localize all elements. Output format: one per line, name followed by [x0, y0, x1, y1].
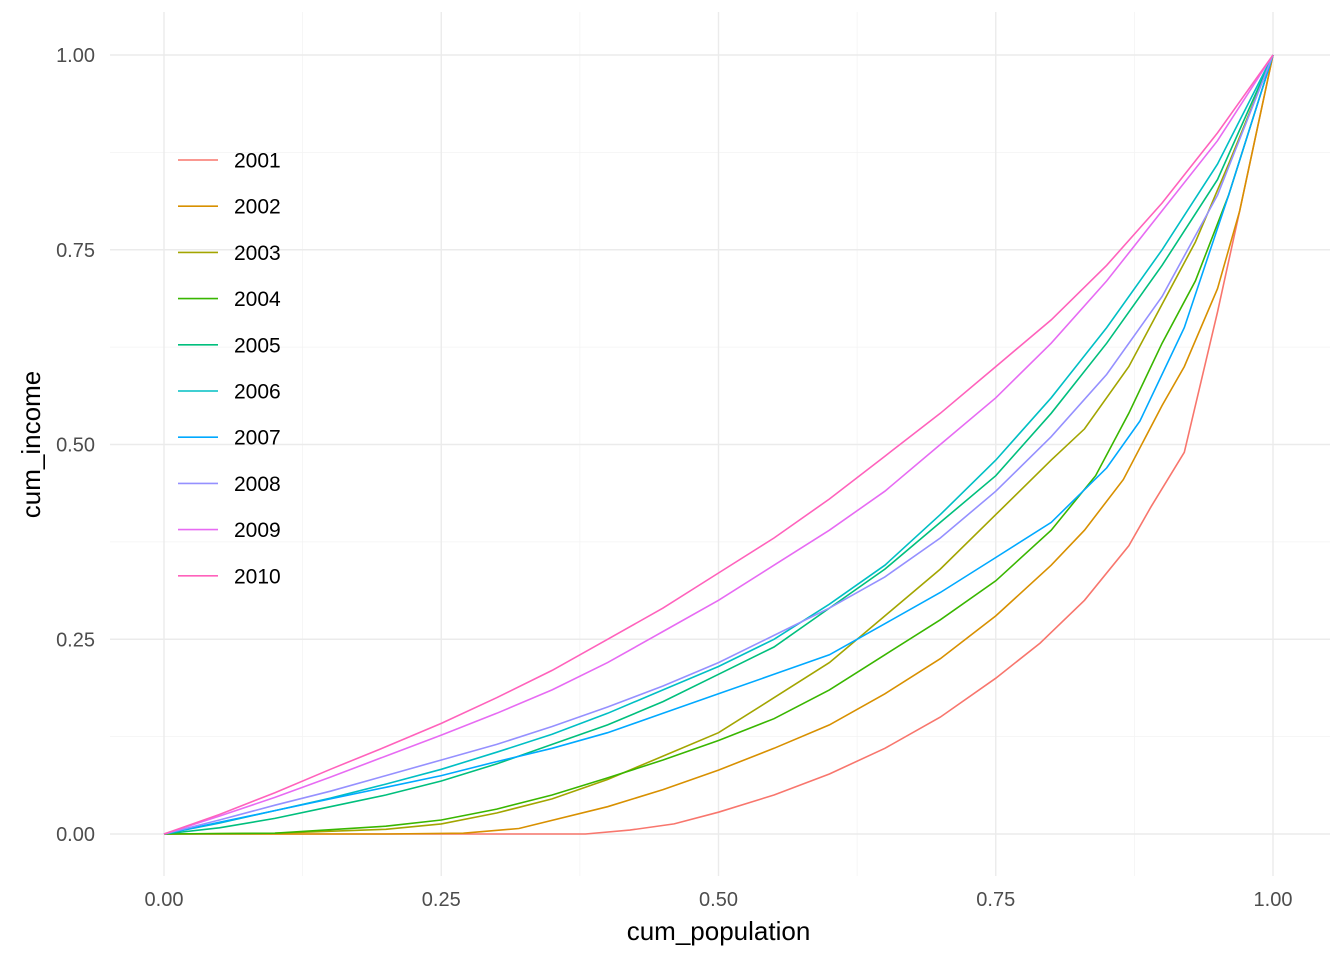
y-tick-label: 0.50: [56, 435, 95, 457]
series-line-2007: [163, 54, 1274, 835]
x-tick-label: 0.25: [422, 889, 461, 911]
x-axis-ticks: 0.00 0.25 0.50 0.75 1.00: [145, 889, 1293, 911]
legend-label-2001: 2001: [234, 150, 281, 173]
legend: 2001 2002 2003 2004 2005 2006 2007 2008 2009 2010: [178, 150, 281, 588]
grid-lines: [110, 12, 1330, 876]
legend-label-2009: 2009: [234, 519, 281, 542]
x-tick-label: 0.75: [976, 889, 1015, 911]
series-line-2001: [164, 54, 1274, 835]
y-tick-label: 0.75: [56, 240, 95, 262]
legend-label-2003: 2003: [234, 242, 281, 265]
series-line-2010: [163, 54, 1274, 835]
legend-label-2007: 2007: [234, 427, 281, 450]
x-tick-label: 1.00: [1254, 889, 1293, 911]
series-lines: [163, 54, 1274, 835]
x-tick-label: 0.00: [145, 889, 184, 911]
series-line-2003: [163, 54, 1274, 835]
y-tick-label: 0.00: [56, 824, 95, 846]
series-line-2006: [163, 54, 1274, 835]
legend-label-2005: 2005: [234, 334, 281, 357]
legend-label-2006: 2006: [234, 381, 281, 404]
legend-label-2008: 2008: [234, 473, 281, 496]
y-tick-label: 1.00: [56, 45, 95, 67]
legend-label-2004: 2004: [234, 288, 281, 311]
series-line-2004: [163, 54, 1274, 835]
series-line-2002: [164, 54, 1274, 835]
y-axis-title: cum_income: [16, 371, 46, 518]
legend-label-2010: 2010: [234, 565, 281, 588]
legend-label-2002: 2002: [234, 196, 281, 219]
series-line-2009: [163, 54, 1274, 835]
series-line-2008: [163, 54, 1274, 835]
series-line-2005: [163, 54, 1274, 835]
x-axis-title: cum_population: [627, 916, 811, 946]
x-tick-label: 0.50: [699, 889, 738, 911]
y-tick-label: 0.25: [56, 629, 95, 651]
y-axis-ticks: 0.00 0.25 0.50 0.75 1.00: [56, 45, 95, 846]
